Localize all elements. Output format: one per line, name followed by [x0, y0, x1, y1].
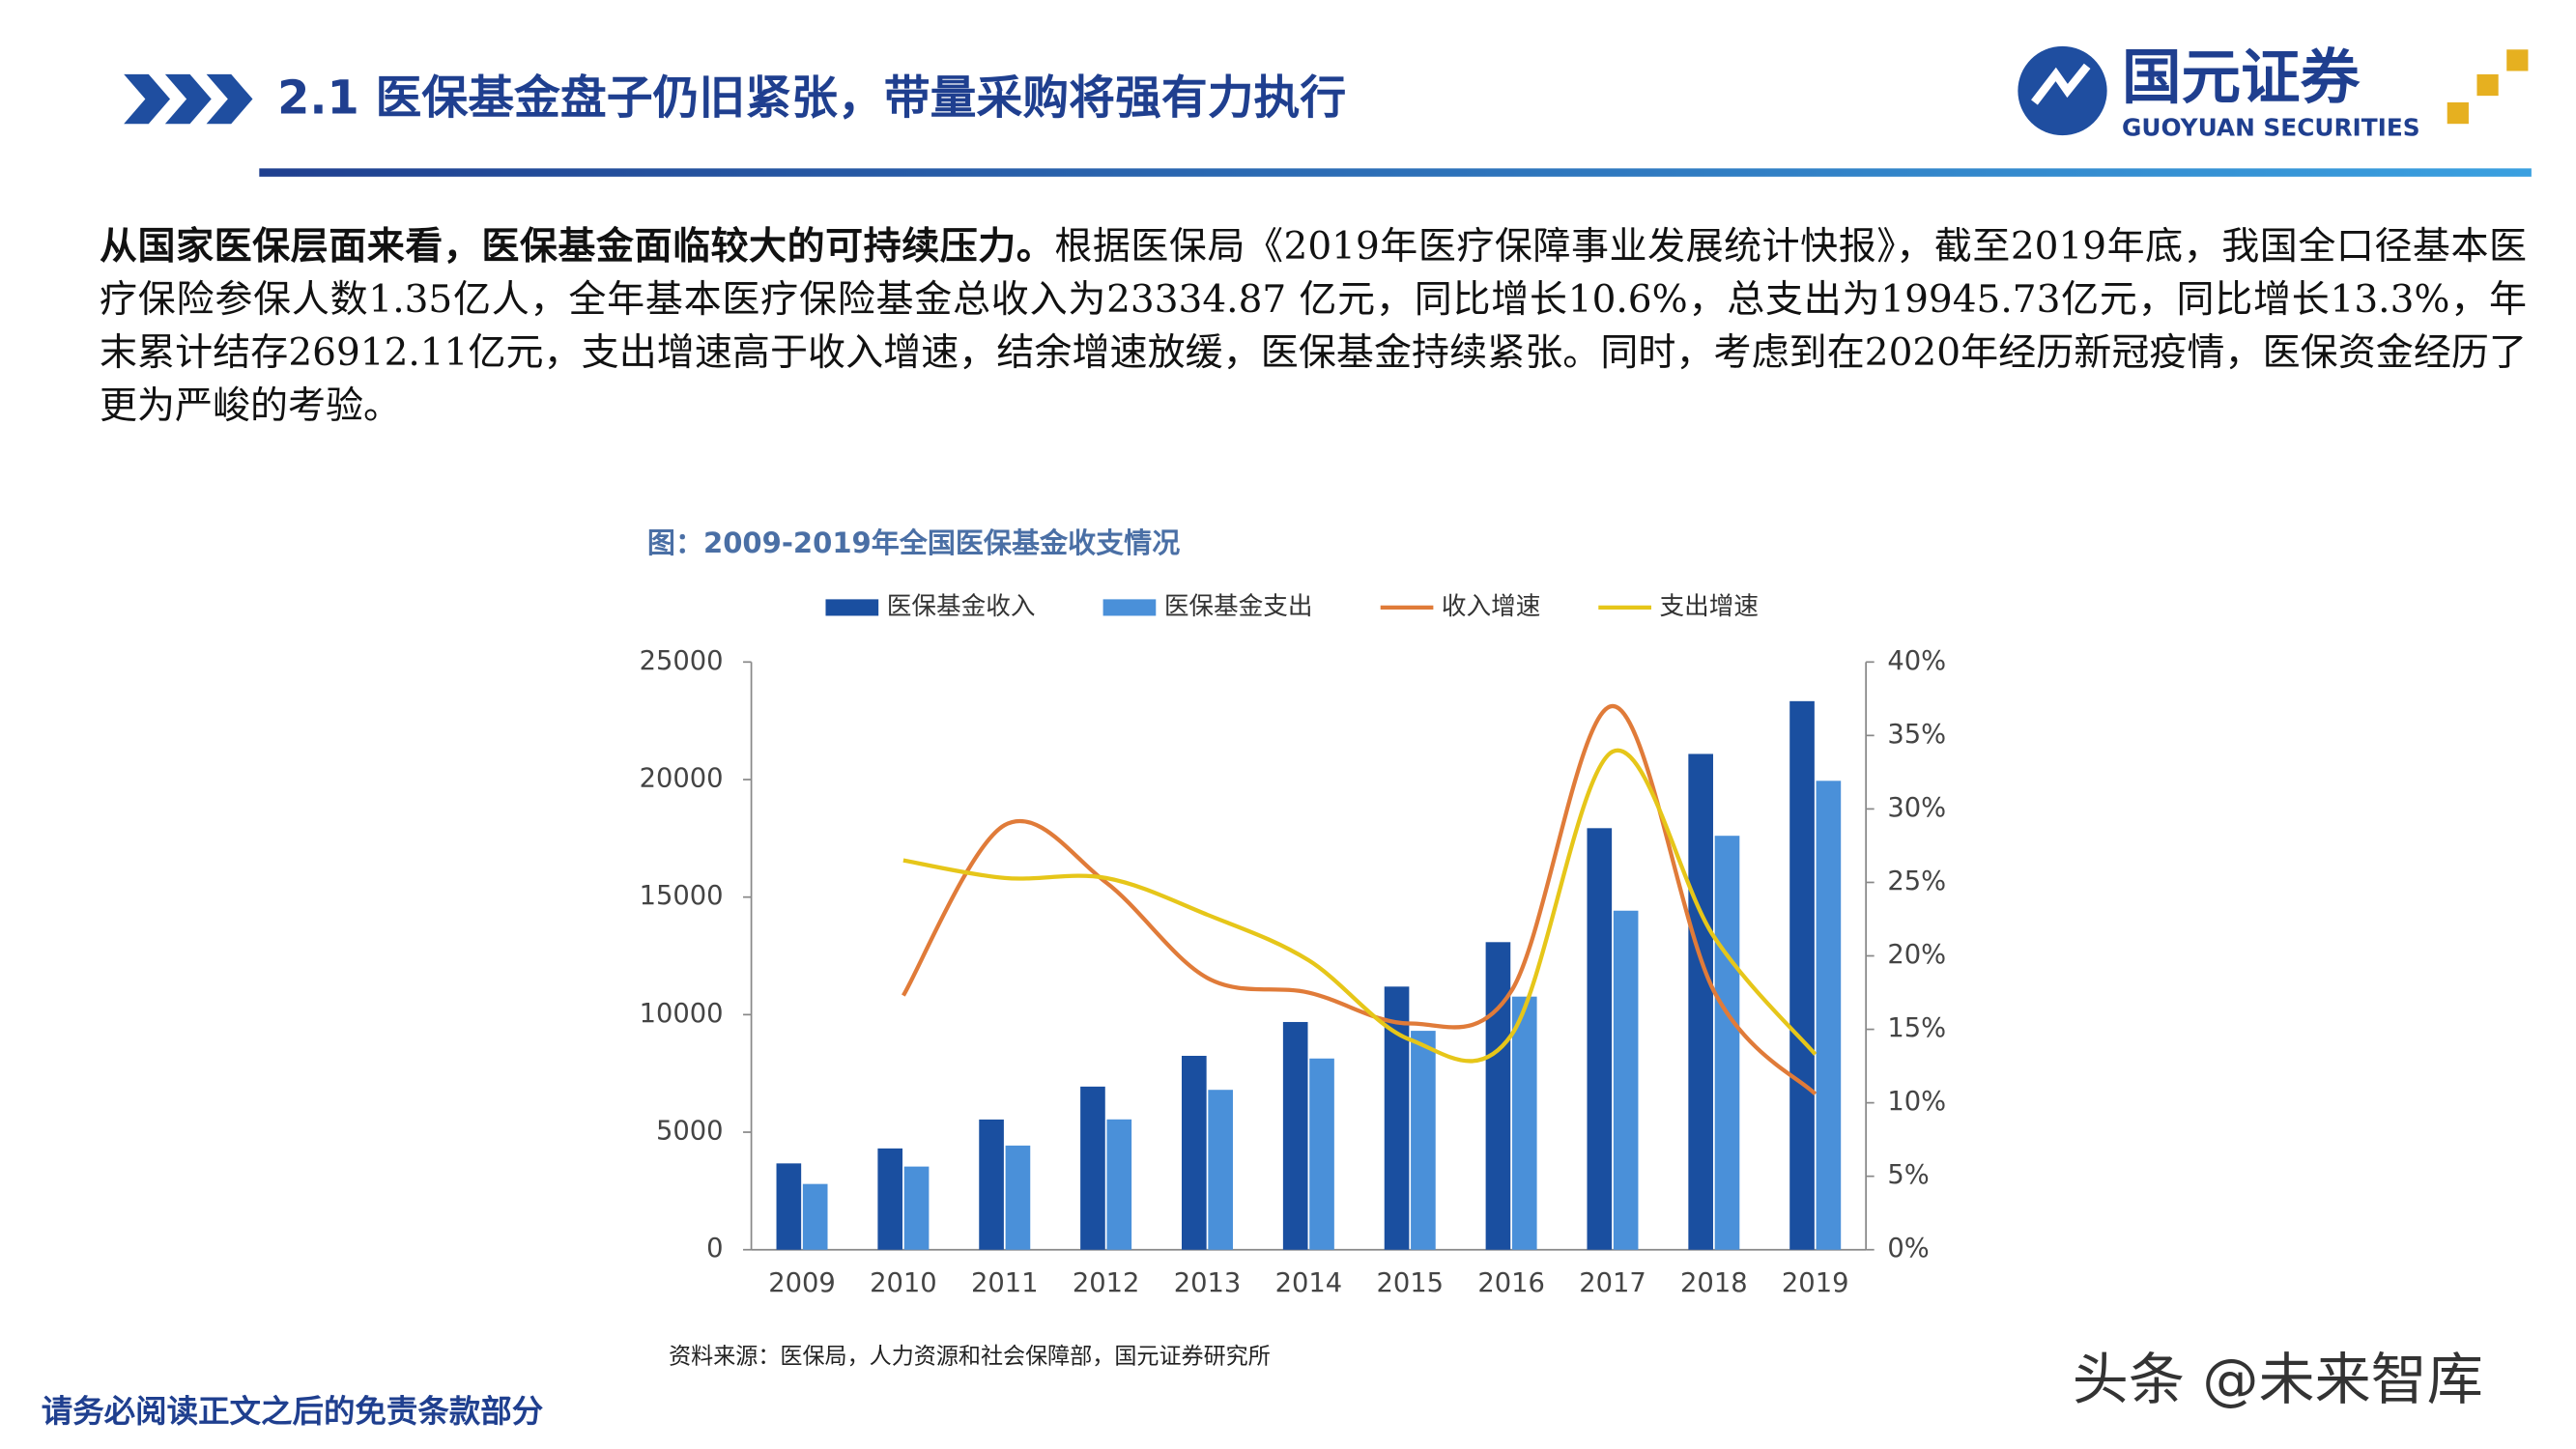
- y-tick-label: 0: [706, 1234, 723, 1264]
- bar: [1309, 1058, 1334, 1250]
- legend-swatch: [1102, 599, 1157, 616]
- header-arrows: [124, 73, 253, 125]
- legend-label: 医保基金支出: [1164, 592, 1313, 621]
- body-paragraph: 从国家医保层面来看，医保基金面临较大的可持续压力。根据医保局《2019年医疗保障…: [100, 220, 2527, 433]
- y-tick-label: 5000: [656, 1117, 724, 1147]
- x-tick-label: 2009: [768, 1268, 836, 1298]
- line-series: [902, 703, 1818, 1096]
- chart-source: 资料来源：医保局，人力资源和社会保障部，国元证券研究所: [669, 1344, 1271, 1369]
- bar: [877, 1148, 903, 1250]
- y-tick-label: 20000: [640, 763, 724, 793]
- logo-name: 国元证券: [2122, 43, 2361, 112]
- bar: [1080, 1086, 1105, 1250]
- y2-tick-label: 5%: [1887, 1160, 1929, 1190]
- y2-tick-label: 15%: [1887, 1013, 1946, 1043]
- bar: [1688, 753, 1713, 1250]
- body-lead: 从国家医保层面来看，医保基金面临较大的可持续压力。: [100, 224, 1055, 269]
- x-tick-label: 2014: [1275, 1268, 1343, 1298]
- x-tick-label: 2012: [1073, 1268, 1140, 1298]
- bar: [1282, 1021, 1308, 1250]
- disclaimer: 请务必阅读正文之后的免责条款部分: [42, 1393, 544, 1430]
- chart: 0 5000 10000 15000 20000 25000 0% 5% 10% 15% 20% 25…: [640, 592, 1947, 1298]
- bar: [1485, 942, 1511, 1250]
- bar: [1714, 836, 1740, 1250]
- x-tick-label: 2018: [1680, 1268, 1748, 1298]
- y2-tick-label: 10%: [1887, 1087, 1946, 1117]
- y-tick-label: 15000: [640, 881, 724, 911]
- logo-mark: [2018, 45, 2529, 136]
- header-title: 2.1 医保基金盘子仍旧紧张，带量采购将强有力执行: [277, 71, 1346, 125]
- bar: [776, 1163, 802, 1250]
- legend-swatch: [825, 599, 879, 616]
- x-tick-label: 2019: [1782, 1268, 1849, 1298]
- x-tick-label: 2010: [870, 1268, 937, 1298]
- logo-english: GUOYUAN SECURITIES: [2122, 113, 2420, 141]
- legend-label: 收入增速: [1442, 592, 1541, 621]
- x-tick-label: 2013: [1174, 1268, 1242, 1298]
- bar: [1613, 910, 1639, 1250]
- y2-tick-label: 40%: [1887, 646, 1946, 676]
- header-rule: [259, 168, 2532, 177]
- bar: [1005, 1145, 1031, 1250]
- y2-tick-label: 30%: [1887, 793, 1946, 823]
- x-tick-label: 2016: [1477, 1268, 1545, 1298]
- bar: [1789, 700, 1815, 1250]
- x-tick-label: 2015: [1376, 1268, 1444, 1298]
- bar: [1411, 1031, 1436, 1250]
- y2-tick-label: 25%: [1887, 867, 1946, 896]
- bar: [1182, 1055, 1207, 1250]
- bar: [1208, 1090, 1233, 1250]
- x-tick-label: 2011: [971, 1268, 1039, 1298]
- bar: [802, 1183, 828, 1250]
- y-tick-label: 10000: [640, 999, 724, 1029]
- y2-tick-label: 20%: [1887, 940, 1946, 970]
- bar: [1384, 986, 1410, 1250]
- y-tick-label: 25000: [640, 646, 724, 676]
- watermark: 头条 @未来智库: [2073, 1347, 2483, 1412]
- y2-tick-label: 0%: [1887, 1234, 1929, 1264]
- legend-label: 支出增速: [1660, 592, 1760, 621]
- bar: [1587, 828, 1613, 1250]
- bar: [1106, 1119, 1132, 1250]
- x-tick-label: 2017: [1579, 1268, 1646, 1298]
- body-text: 根据医保局《2019年医疗保障事业发展统计快报》，截至2019年底，我国全口径基…: [100, 225, 2527, 428]
- bar: [1816, 781, 1842, 1250]
- bar: [979, 1119, 1004, 1250]
- legend-label: 医保基金收入: [887, 592, 1036, 621]
- chart-title: 图：2009-2019年全国医保基金收支情况: [647, 526, 1180, 559]
- bar: [903, 1166, 930, 1250]
- bar: [1511, 996, 1537, 1250]
- y2-tick-label: 35%: [1887, 720, 1946, 750]
- line-series: [902, 748, 1818, 1064]
